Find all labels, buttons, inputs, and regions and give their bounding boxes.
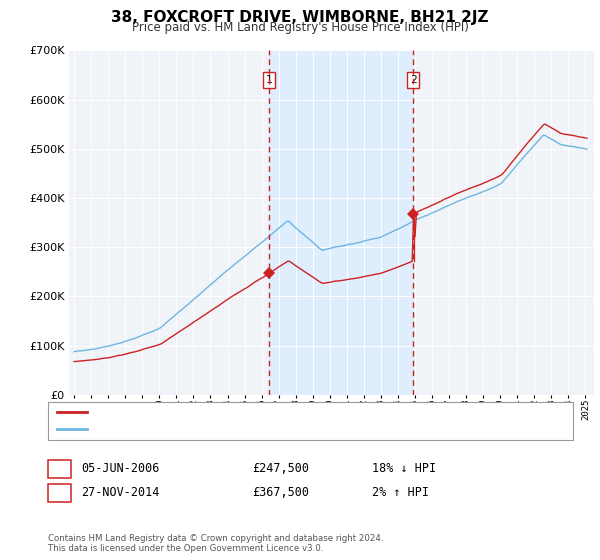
Text: 1: 1	[266, 75, 272, 85]
Text: £247,500: £247,500	[252, 462, 309, 475]
Text: 2% ↑ HPI: 2% ↑ HPI	[372, 486, 429, 500]
Text: Price paid vs. HM Land Registry's House Price Index (HPI): Price paid vs. HM Land Registry's House …	[131, 21, 469, 34]
Text: 27-NOV-2014: 27-NOV-2014	[81, 486, 160, 500]
Text: 18% ↓ HPI: 18% ↓ HPI	[372, 462, 436, 475]
Text: £367,500: £367,500	[252, 486, 309, 500]
Text: HPI: Average price, detached house, Dorset: HPI: Average price, detached house, Dors…	[93, 424, 355, 434]
Text: 2: 2	[56, 486, 63, 500]
Text: Contains HM Land Registry data © Crown copyright and database right 2024.
This d: Contains HM Land Registry data © Crown c…	[48, 534, 383, 553]
Text: 38, FOXCROFT DRIVE, WIMBORNE, BH21 2JZ: 38, FOXCROFT DRIVE, WIMBORNE, BH21 2JZ	[111, 10, 489, 25]
Text: 38, FOXCROFT DRIVE, WIMBORNE, BH21 2JZ (detached house): 38, FOXCROFT DRIVE, WIMBORNE, BH21 2JZ (…	[93, 407, 437, 417]
Text: 1: 1	[56, 462, 63, 475]
Bar	[269, 50, 413, 395]
Text: 2: 2	[410, 75, 416, 85]
Text: 05-JUN-2006: 05-JUN-2006	[81, 462, 160, 475]
